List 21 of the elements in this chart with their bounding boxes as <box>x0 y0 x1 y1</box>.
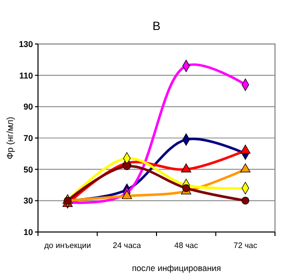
y-tick-label: 10 <box>24 226 34 237</box>
x-tick-label: до инъекции <box>44 241 91 250</box>
y-tick-label: 130 <box>18 38 34 49</box>
point <box>242 196 250 205</box>
y-tick-label: 30 <box>24 196 34 206</box>
x-tick-label: 24 часа <box>112 241 142 250</box>
point <box>182 184 190 192</box>
chart-title: В <box>152 19 161 33</box>
y-tick-label: 110 <box>19 70 34 80</box>
point <box>122 190 132 200</box>
point <box>240 144 250 154</box>
y-axis-title: Фр (нг/мл) <box>5 116 15 160</box>
x-tick-label: 48 час <box>174 241 198 250</box>
x-tick-label: 72 час <box>234 241 258 250</box>
x-axis-title: после инфицирования <box>132 263 222 273</box>
y-tick-label: 90 <box>24 102 34 112</box>
point <box>240 163 250 172</box>
y-tick-label: 70 <box>24 132 34 143</box>
point <box>123 162 131 170</box>
y-tick-label: 50 <box>24 164 34 174</box>
point <box>181 163 192 172</box>
